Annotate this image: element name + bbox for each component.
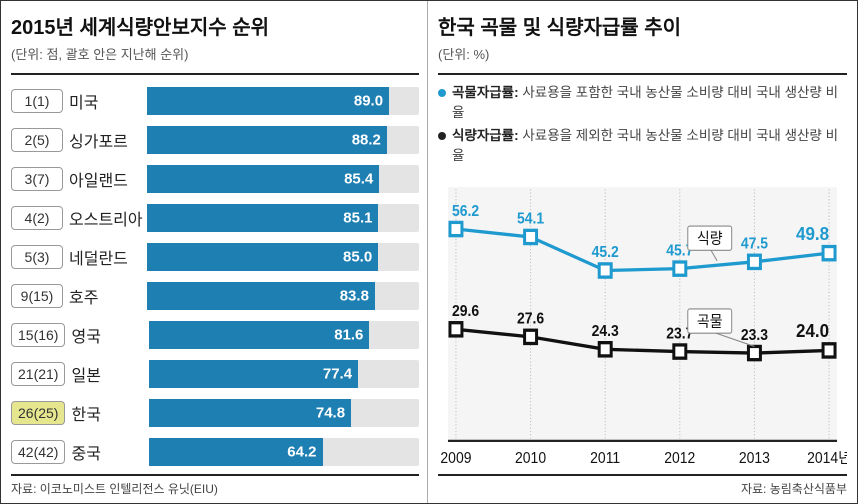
bar-row: 3(7)아일랜드 85.4 [11,161,419,197]
svg-text:29.6: 29.6 [452,303,479,320]
bar-value-label: 74.8 [316,405,345,422]
country-label: 아일랜드 [69,167,147,191]
bar-row: 5(3)네덜란드 85.0 [11,239,419,275]
svg-text:45.2: 45.2 [592,245,619,262]
bar-value-label: 85.1 [343,210,372,227]
bar-fill: 85.1 [147,204,378,232]
svg-text:54.1: 54.1 [517,211,544,228]
bar-fill: 85.0 [147,243,378,271]
rank-label: 42(42) [11,440,65,464]
country-label: 중국 [71,440,149,464]
bar-value-label: 81.6 [334,327,363,344]
bar-track: 83.8 [147,282,419,310]
bar-value-label: 64.2 [287,444,316,461]
country-label: 싱가포르 [69,128,147,152]
bar-track: 74.8 [149,399,419,427]
bar-value-label: 88.2 [352,132,381,149]
svg-text:24.0: 24.0 [796,320,829,341]
bar-value-label: 77.4 [323,366,352,383]
svg-text:2013: 2013 [739,450,770,467]
rank-label: 3(7) [11,167,63,191]
bar-row: 4(2)오스트리아 85.1 [11,200,419,236]
svg-text:2011: 2011 [590,450,620,467]
bar-track: 64.2 [149,438,419,466]
rank-label: 4(2) [11,206,63,230]
bar-track: 89.0 [147,87,419,115]
svg-text:2014년: 2014년 [807,449,847,467]
left-panel: 2015년 세계식량안보지수 순위 (단위: 점, 괄호 안은 지난해 순위) … [1,1,428,503]
legend-text: 식량자급률: 사료용을 제외한 국내 농산물 소비량 대비 국내 생산량 비율 [452,126,847,167]
legend-item: 식량자급률: 사료용을 제외한 국내 농산물 소비량 대비 국내 생산량 비율 [438,126,847,167]
rank-label: 2(5) [11,128,63,152]
rank-label: 26(25) [11,401,65,425]
bar-fill: 74.8 [149,399,351,427]
bar-track: 88.2 [147,126,419,154]
bar-fill: 81.6 [149,321,369,349]
legend-text: 곡물자급률: 사료용을 포함한 국내 농산물 소비량 대비 국내 생산량 비율 [452,83,847,124]
bar-track: 85.4 [147,165,419,193]
left-subtitle: (단위: 점, 괄호 안은 지난해 순위) [11,44,419,63]
bar-row: 21(21)일본 77.4 [11,356,419,392]
country-label: 오스트리아 [69,206,147,230]
country-label: 영국 [71,323,149,347]
bar-fill: 85.4 [147,165,379,193]
svg-text:27.6: 27.6 [517,311,544,328]
bar-row: 42(42)중국 64.2 [11,434,419,470]
bar-row: 2(5)싱가포르 88.2 [11,122,419,158]
divider [438,73,847,75]
bar-row: 1(1)미국 89.0 [11,83,419,119]
right-panel: 한국 곡물 및 식량자급률 추이 (단위: %) 곡물자급률: 사료용을 포함한… [428,1,857,503]
bar-row: 15(16)영국 81.6 [11,317,419,353]
bar-fill: 83.8 [147,282,375,310]
bar-value-label: 85.0 [343,249,372,266]
rank-label: 1(1) [11,89,63,113]
bar-value-label: 89.0 [354,93,383,110]
svg-text:식량: 식량 [697,230,723,248]
bar-track: 85.0 [147,243,419,271]
bar-track: 81.6 [149,321,419,349]
bar-row: 26(25)한국 74.8 [11,395,419,431]
legend-item: 곡물자급률: 사료용을 포함한 국내 농산물 소비량 대비 국내 생산량 비율 [438,83,847,124]
bar-chart: 1(1)미국 89.0 2(5)싱가포르 88.2 3(7)아일랜드 85.4 4(2)오스… [11,83,419,474]
legend-bullet [438,132,446,140]
country-label: 한국 [71,401,149,425]
bar-fill: 88.2 [147,126,387,154]
country-label: 네덜란드 [69,245,147,269]
legend: 곡물자급률: 사료용을 포함한 국내 농산물 소비량 대비 국내 생산량 비율식… [438,83,847,168]
rank-label: 21(21) [11,362,65,386]
bar-value-label: 83.8 [340,288,369,305]
svg-text:23.3: 23.3 [741,327,768,344]
bar-track: 85.1 [147,204,419,232]
right-source: 자료: 농림축산식품부 [438,474,847,497]
country-label: 일본 [71,362,149,386]
country-label: 미국 [69,89,147,113]
svg-text:곡물: 곡물 [697,314,723,331]
rank-label: 15(16) [11,323,65,347]
rank-label: 5(3) [11,245,63,269]
svg-text:47.5: 47.5 [741,236,768,253]
left-title: 2015년 세계식량안보지수 순위 [11,11,419,40]
svg-text:56.2: 56.2 [452,203,479,220]
right-title: 한국 곡물 및 식량자급률 추이 [438,11,847,40]
bar-value-label: 85.4 [344,171,373,188]
country-label: 호주 [69,284,147,308]
svg-text:2010: 2010 [515,450,546,467]
bar-fill: 64.2 [149,438,322,466]
line-chart: 200920102011201220132014년56.254.145.245.… [438,176,847,474]
right-subtitle: (단위: %) [438,44,847,63]
divider [11,73,419,75]
left-source: 자료: 이코노미스트 인텔리전스 유닛(EIU) [11,474,419,497]
bar-row: 9(15)호주 83.8 [11,278,419,314]
bar-fill: 77.4 [149,360,358,388]
bar-track: 77.4 [149,360,419,388]
svg-text:2009: 2009 [440,450,471,467]
rank-label: 9(15) [11,284,63,308]
svg-text:24.3: 24.3 [592,323,619,340]
svg-text:49.8: 49.8 [796,223,829,244]
legend-bullet [438,89,446,97]
svg-text:2012: 2012 [664,450,695,467]
bar-fill: 89.0 [147,87,389,115]
